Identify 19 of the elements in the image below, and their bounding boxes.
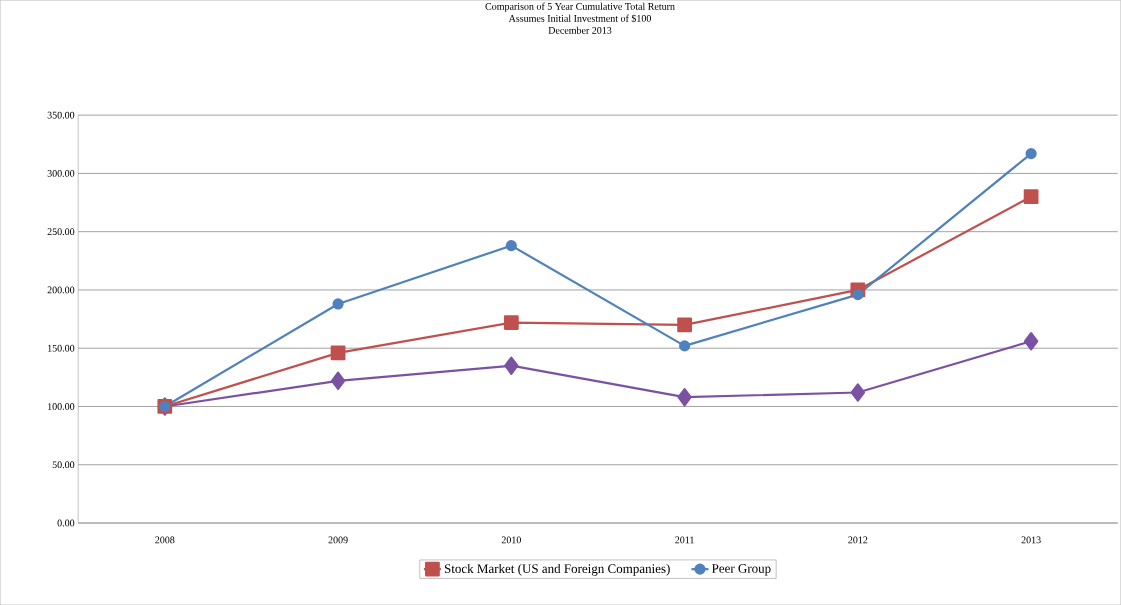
x-tick-label: 2012 [848,536,868,544]
legend-label: Peer Group [711,564,771,576]
y-tick-label: 350.00 [47,111,75,119]
y-tick-label: 100.00 [48,403,75,410]
y-tick-label: 200.00 [47,286,75,294]
y-tick-label: 50.00 [52,461,75,469]
x-tick-label: 2011 [675,536,694,544]
x-tick-label: 2013 [1021,536,1041,544]
y-tick-label: 250.00 [47,228,75,235]
x-tick-label: 2008 [155,536,175,544]
y-tick-label: 0.00 [57,519,75,527]
x-tick-label: 2010 [501,536,521,544]
chart-subtitle: Assumes Initial Investment of $100 [508,14,651,23]
text: December 2013 [548,26,612,34]
y-tick-label: 150.00 [48,344,75,352]
chart-title: Comparison of 5 Year Cumulative Total Return [485,2,675,12]
legend-label: Stock Market (US and Foreign Companies) [444,563,670,576]
y-tick-label: 300.00 [47,169,75,177]
x-tick-label: 2009 [328,536,348,544]
